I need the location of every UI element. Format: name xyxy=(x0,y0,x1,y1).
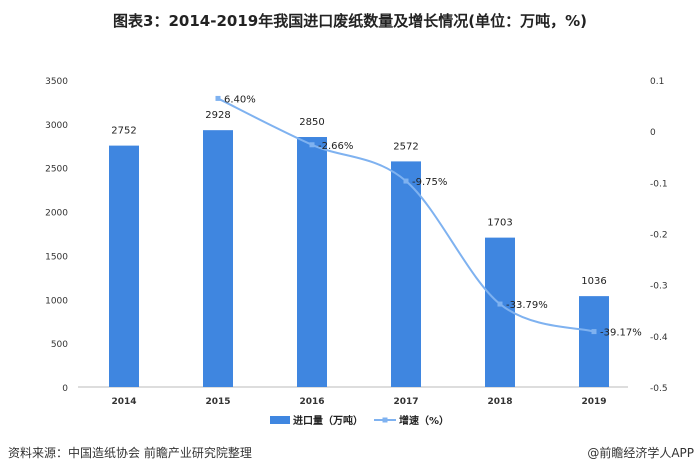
legend-line-marker xyxy=(382,417,388,423)
bar xyxy=(579,296,609,387)
bar xyxy=(485,237,515,387)
line-point xyxy=(591,329,597,335)
line-point xyxy=(309,142,315,148)
x-tick-label: 2014 xyxy=(111,397,136,407)
left-tick-label: 0 xyxy=(62,384,68,394)
line-point xyxy=(215,95,221,101)
bar-data-label: 1703 xyxy=(487,218,512,229)
bar-data-label: 2850 xyxy=(299,117,324,128)
x-tick-label: 2019 xyxy=(581,397,606,407)
bar xyxy=(109,145,139,387)
bar-data-label: 2928 xyxy=(205,110,230,121)
left-tick-label: 1500 xyxy=(45,252,68,262)
legend-bar-label: 进口量（万吨） xyxy=(293,414,363,427)
right-tick-label: 0 xyxy=(650,128,656,138)
legend-line-label: 增速（%） xyxy=(399,414,449,427)
bar-data-label: 1036 xyxy=(581,276,606,287)
right-tick-label: -0.2 xyxy=(650,231,668,241)
line-data-label: 6.40% xyxy=(224,94,256,105)
chart-title: 图表3：2014-2019年我国进口废纸数量及增长情况(单位：万吨，%) xyxy=(113,12,587,30)
right-tick-label: -0.4 xyxy=(650,333,668,343)
right-tick-label: -0.1 xyxy=(650,179,668,189)
line-point xyxy=(403,178,409,184)
line-data-label: -39.17% xyxy=(600,328,642,339)
right-tick-label: -0.5 xyxy=(650,384,668,394)
left-tick-label: 1000 xyxy=(45,296,68,306)
left-tick-label: 2000 xyxy=(45,209,68,219)
bar xyxy=(203,130,233,387)
x-tick-label: 2015 xyxy=(205,397,230,407)
bar-data-label: 2572 xyxy=(393,141,418,152)
x-tick-label: 2018 xyxy=(487,397,512,407)
x-tick-label: 2016 xyxy=(299,397,324,407)
left-tick-label: 2500 xyxy=(45,165,68,175)
left-tick-label: 3500 xyxy=(45,77,68,87)
left-tick-label: 500 xyxy=(51,340,68,350)
line-point xyxy=(497,301,503,307)
line-data-label: -2.66% xyxy=(318,141,353,152)
legend-bar-swatch xyxy=(270,416,290,424)
left-tick-label: 3000 xyxy=(45,121,68,131)
line-data-label: -33.79% xyxy=(506,300,548,311)
bar xyxy=(391,161,421,387)
line-data-label: -9.75% xyxy=(412,177,447,188)
right-tick-label: -0.3 xyxy=(650,282,668,292)
bar xyxy=(297,137,327,387)
source-note: 资料来源：中国造纸协会 前瞻产业研究院整理 xyxy=(8,446,252,460)
bar-data-label: 2752 xyxy=(111,126,136,137)
x-tick-label: 2017 xyxy=(393,397,418,407)
credit-note: @前瞻经济学人APP xyxy=(587,446,694,460)
right-tick-label: 0.1 xyxy=(650,77,664,87)
